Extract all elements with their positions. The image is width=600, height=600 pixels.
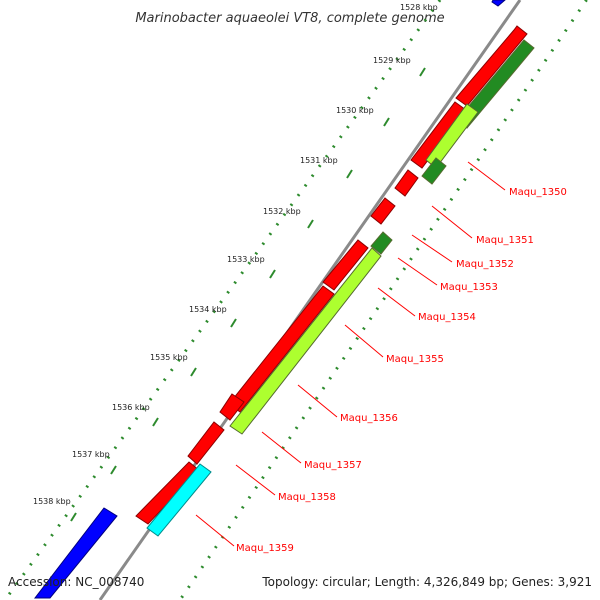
reverse-genes [146,39,535,537]
accession-text: Accession: NC_008740 [8,575,144,589]
inner-dotted-ring [178,0,589,600]
tick-label: 1528 kbp [400,3,438,12]
gene-red-1350 [455,25,528,107]
gene-label[interactable]: Maqu_1353 [440,282,498,293]
gene-label[interactable]: Maqu_1352 [456,259,514,270]
gene-label[interactable]: Maqu_1350 [509,187,567,198]
gene-red-1357 [187,421,225,465]
gene-label[interactable]: Maqu_1351 [476,235,534,246]
tick-label: 1537 kbp [72,450,110,459]
map-title: Marinobacter aquaeolei VT8, complete gen… [135,11,444,26]
leader-lines [195,161,506,547]
gene-label[interactable]: Maqu_1356 [340,413,398,424]
gene-label[interactable]: Maqu_1354 [418,312,476,323]
gene-label[interactable]: Maqu_1357 [304,460,362,471]
gene-label[interactable]: Maqu_1358 [278,492,336,503]
tick-label: 1533 kbp [227,255,265,264]
gene-label[interactable]: Maqu_1359 [236,543,294,554]
gene-red-1355 [228,285,335,413]
tick-label: 1530 kbp [336,106,374,115]
gene-red-1358 [135,461,200,525]
gene-darkgreen-top [456,39,535,129]
forward-genes [135,25,528,525]
tick-marks [70,67,426,522]
gene-blue-bottom [33,507,118,599]
gene-yellowgreen-1355 [229,247,382,435]
tick-label: 1534 kbp [189,305,227,314]
tick-label: 1531 kbp [300,156,338,165]
gene-label[interactable]: Maqu_1355 [386,354,444,365]
topology-text: Topology: circular; Length: 4,326,849 bp… [261,575,592,589]
gene-darkgreen-1350 [421,157,447,185]
gene-red-1351 [410,101,467,169]
blue-genes [33,0,506,599]
tick-labels: 1528 kbp 1529 kbp 1530 kbp 1531 kbp 1532… [33,3,438,506]
gene-red-1354 [322,239,369,291]
gene-blue-top [491,0,506,7]
tick-label: 1538 kbp [33,497,71,506]
tick-label: 1535 kbp [150,353,188,362]
gene-red-1356 [219,393,245,421]
gene-labels: Maqu_1350 Maqu_1351 Maqu_1352 Maqu_1353 … [236,187,567,554]
gene-darkgreen-1354 [370,231,393,255]
gene-red-1352 [394,169,419,197]
tick-label: 1532 kbp [263,207,301,216]
gene-red-1353 [370,197,396,225]
tick-label: 1536 kbp [112,403,150,412]
outer-dotted-ring [3,0,442,600]
gene-cyan-1359 [146,463,212,537]
tick-label: 1529 kbp [373,56,411,65]
